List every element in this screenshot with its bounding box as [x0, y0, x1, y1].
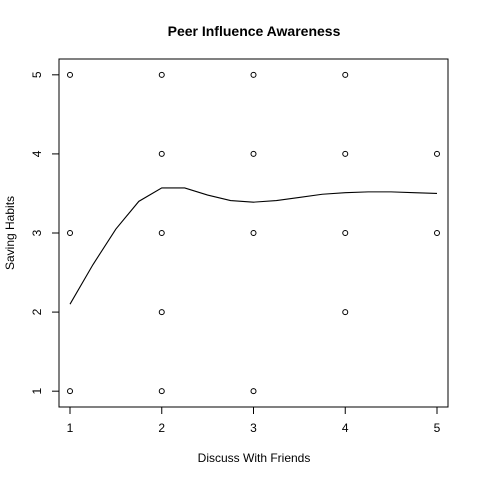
data-point: [250, 388, 257, 395]
x-tick-label: 2: [158, 421, 165, 435]
x-tick-label: 5: [434, 421, 441, 435]
data-point: [250, 230, 257, 236]
data-point: [250, 150, 257, 157]
data-point: [342, 309, 349, 316]
data-point: [158, 71, 165, 78]
smooth-line: [69, 187, 438, 305]
data-points: [67, 71, 440, 395]
x-tick-label: 4: [342, 421, 349, 435]
data-point: [67, 71, 74, 78]
data-point: [342, 230, 349, 236]
plot-frame: [58, 58, 449, 408]
data-point: [67, 230, 74, 236]
y-tick-label: 2: [30, 308, 44, 315]
data-point: [158, 150, 165, 157]
x-axis: 1 2 3 4 5: [67, 407, 441, 435]
data-point: [433, 230, 440, 236]
y-tick-label: 5: [30, 71, 44, 78]
data-point: [342, 71, 349, 78]
data-point: [342, 150, 349, 157]
y-tick-label: 3: [30, 229, 44, 236]
x-tick-label: 3: [250, 421, 257, 435]
chart-title: Peer Influence Awareness: [168, 23, 341, 39]
y-tick-label: 4: [30, 150, 44, 157]
x-tick-label: 1: [67, 421, 74, 435]
data-point: [158, 388, 165, 395]
y-axis-label: Saving Habits: [3, 196, 17, 270]
data-point: [67, 388, 74, 395]
data-point: [158, 230, 165, 236]
x-axis-label: Discuss With Friends: [198, 451, 311, 465]
y-tick-label: 1: [30, 388, 44, 395]
y-axis: 1 2 3 4 5: [30, 71, 59, 395]
data-point: [433, 150, 440, 157]
data-point: [158, 309, 165, 316]
data-point: [250, 71, 257, 78]
